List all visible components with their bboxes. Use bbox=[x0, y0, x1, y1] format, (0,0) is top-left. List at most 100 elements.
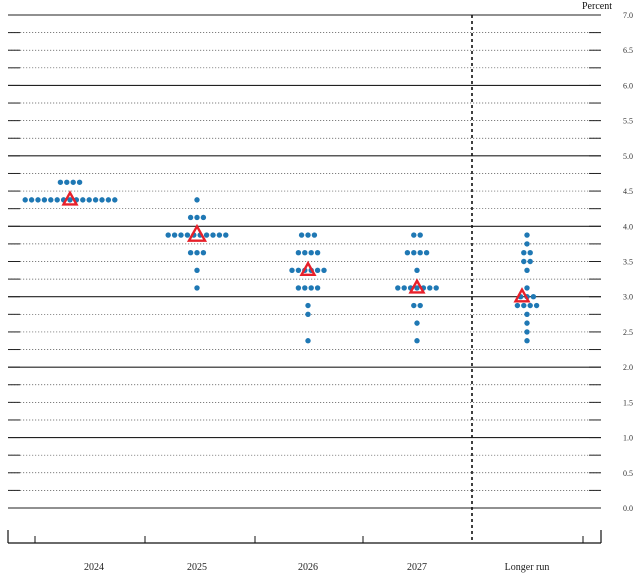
participant-dot bbox=[187, 214, 194, 221]
participant-dot bbox=[308, 285, 314, 291]
median-triangle bbox=[61, 190, 79, 206]
participant-dot bbox=[423, 249, 430, 256]
participant-dot bbox=[524, 311, 530, 318]
participant-dot bbox=[171, 232, 178, 238]
participant-dot bbox=[57, 179, 64, 185]
participant-dot bbox=[289, 267, 295, 274]
y-tick-label: 5.5 bbox=[623, 117, 633, 126]
participant-dot bbox=[28, 197, 35, 203]
participant-dot bbox=[203, 232, 210, 238]
participant-dot bbox=[414, 338, 420, 344]
participant-dot bbox=[524, 320, 530, 326]
participant-dot bbox=[295, 249, 302, 256]
participant-dot bbox=[521, 249, 527, 256]
x-axis bbox=[7, 530, 602, 544]
participant-dot bbox=[194, 197, 200, 203]
participant-dot bbox=[411, 302, 417, 309]
y-axis-tick-labels: 0.0 0.5 1.0 1.5 2.0 2.5 3.0 3.5 4.0 4.5 5.0 5.5 6.0 6… bbox=[623, 11, 633, 513]
participant-dot bbox=[414, 320, 420, 326]
participant-dot bbox=[187, 249, 194, 256]
participant-dot bbox=[314, 267, 321, 274]
y-tick-label: 7.0 bbox=[623, 11, 633, 20]
participant-dot bbox=[427, 285, 433, 291]
participant-dot bbox=[302, 285, 308, 291]
participant-dot bbox=[194, 285, 200, 291]
participant-dot bbox=[22, 197, 28, 203]
participant-dot bbox=[86, 197, 92, 203]
participant-dot bbox=[178, 232, 184, 238]
participant-dot bbox=[54, 197, 60, 203]
participant-dot bbox=[165, 232, 171, 238]
participant-dot bbox=[417, 232, 423, 238]
y-tick-label: 3.0 bbox=[623, 293, 633, 302]
median-triangle bbox=[186, 223, 208, 242]
participant-dot bbox=[521, 302, 527, 309]
participant-dot bbox=[417, 249, 423, 256]
participant-dot bbox=[524, 329, 530, 335]
participant-dot bbox=[184, 232, 191, 238]
participant-dot bbox=[194, 267, 200, 274]
participant-dot bbox=[533, 302, 540, 309]
y-tick-label: 6.0 bbox=[623, 81, 633, 90]
participant-dot bbox=[305, 338, 311, 344]
participant-dot bbox=[112, 197, 118, 203]
participant-dot bbox=[70, 179, 76, 185]
participant-dot bbox=[210, 232, 216, 238]
x-category-label: 2025 bbox=[187, 562, 207, 573]
participant-dot bbox=[527, 302, 533, 309]
participant-dot bbox=[401, 285, 407, 291]
participant-dot bbox=[194, 249, 200, 256]
median-triangle bbox=[299, 260, 317, 277]
participant-dot bbox=[67, 197, 73, 203]
participant-dot bbox=[411, 249, 417, 256]
participant-dot bbox=[302, 249, 308, 256]
participant-dot bbox=[530, 294, 537, 300]
participant-dot bbox=[223, 232, 229, 238]
participant-dot bbox=[521, 258, 527, 265]
participant-dot bbox=[80, 197, 86, 203]
y-tick-label: 3.5 bbox=[623, 258, 633, 267]
y-tick-label: 2.5 bbox=[623, 328, 633, 337]
participant-dot bbox=[200, 214, 207, 221]
participant-dots bbox=[22, 179, 540, 344]
y-tick-label: 0.0 bbox=[623, 504, 633, 513]
participant-dot bbox=[433, 285, 439, 291]
participant-dot bbox=[48, 197, 54, 203]
participant-dot bbox=[527, 249, 533, 256]
participant-dot bbox=[295, 267, 302, 274]
participant-dot bbox=[305, 232, 311, 238]
participant-dot bbox=[99, 197, 105, 203]
y-tick-label: 4.5 bbox=[623, 187, 633, 196]
y-tick-label: 4.0 bbox=[623, 222, 633, 231]
participant-dot bbox=[305, 311, 311, 318]
participant-dot bbox=[395, 285, 401, 291]
y-tick-label: 0.5 bbox=[623, 469, 633, 478]
participant-dot bbox=[194, 214, 200, 221]
x-category-label: 2026 bbox=[298, 562, 318, 573]
participant-dot bbox=[216, 232, 223, 238]
y-axis-unit-label: Percent bbox=[582, 1, 612, 12]
participant-dot bbox=[200, 249, 207, 256]
gridlines bbox=[8, 14, 601, 509]
participant-dot bbox=[404, 249, 411, 256]
participant-dot bbox=[298, 232, 305, 238]
participant-dot bbox=[305, 302, 311, 309]
x-category-label: 2024 bbox=[84, 562, 104, 573]
y-tick-label: 1.5 bbox=[623, 398, 633, 407]
x-axis-category-labels: 2024 2025 2026 2027 Longer run bbox=[84, 562, 549, 573]
participant-dot bbox=[417, 302, 423, 309]
participant-dot bbox=[64, 179, 70, 185]
participant-dot bbox=[524, 232, 530, 238]
x-category-label: Longer run bbox=[505, 562, 550, 573]
median-triangle bbox=[513, 287, 531, 303]
y-tick-label: 5.0 bbox=[623, 152, 633, 161]
median-markers bbox=[61, 190, 531, 303]
participant-dot bbox=[314, 249, 321, 256]
participant-dot bbox=[308, 249, 314, 256]
median-triangle bbox=[408, 278, 426, 294]
y-tick-label: 6.5 bbox=[623, 46, 633, 55]
x-category-label: 2027 bbox=[407, 562, 427, 573]
participant-dot bbox=[41, 197, 48, 203]
participant-dot bbox=[414, 267, 420, 274]
